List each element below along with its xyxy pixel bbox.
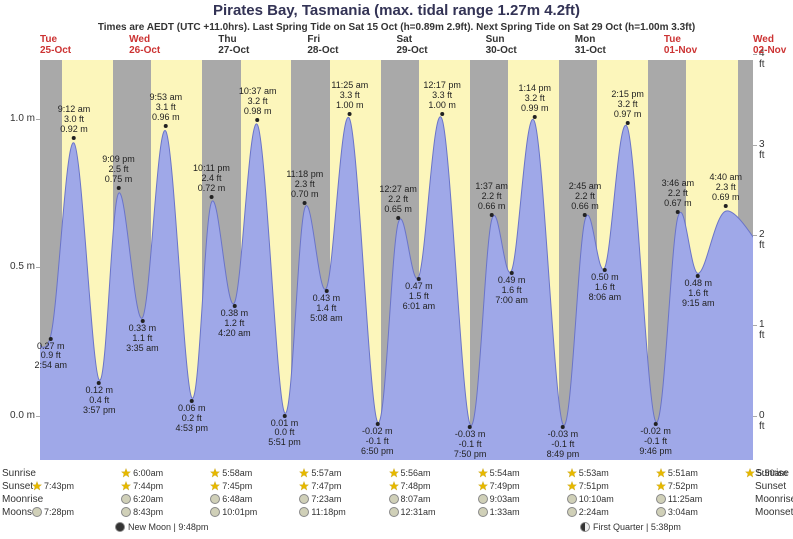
moonset-cell: 11:18pm bbox=[299, 507, 345, 517]
tide-annotation: 0.38 m1.2 ft4:20 am bbox=[218, 303, 251, 339]
y-left-label: 0.5 m bbox=[0, 261, 35, 272]
sunrise-cell: 5:58am bbox=[210, 468, 252, 478]
chart-subtitle: Times are AEDT (UTC +11.0hrs). Last Spri… bbox=[0, 22, 793, 33]
sunrise-cell: 5:51am bbox=[656, 468, 698, 478]
tide-annotation: 10:11 pm2.4 ft0.72 m bbox=[193, 164, 230, 200]
tide-annotation: 11:25 am3.3 ft1.00 m bbox=[331, 81, 368, 117]
y-left-label: 0.0 m bbox=[0, 410, 35, 421]
tide-annotation: 12:17 pm3.3 ft1.00 m bbox=[423, 81, 461, 117]
moonrise-cell: 11:25am bbox=[656, 494, 702, 504]
sunset-cell: 7:48pm bbox=[389, 481, 431, 491]
tide-annotation: -0.03 m-0.1 ft7:50 pm bbox=[454, 424, 487, 460]
y-left-label: 1.0 m bbox=[0, 113, 35, 124]
tide-annotation: 0.01 m0.0 ft5:51 pm bbox=[268, 413, 301, 449]
tide-annotation: 3:46 am2.2 ft0.67 m bbox=[662, 179, 695, 215]
y-right-label: 1 ft bbox=[759, 319, 765, 341]
moonrise-row-label-right: Moonrise bbox=[755, 494, 793, 505]
tide-annotation: -0.02 m-0.1 ft6:50 pm bbox=[361, 421, 394, 457]
sunset-cell: 7:52pm bbox=[656, 481, 698, 491]
moonset-cell: 10:01pm bbox=[210, 507, 257, 517]
tide-annotation: 0.49 m1.6 ft7:00 am bbox=[495, 270, 528, 306]
moonset-cell: 3:04am bbox=[656, 507, 698, 517]
tide-curve bbox=[40, 60, 753, 460]
tide-annotation: 12:27 am2.2 ft0.65 m bbox=[379, 185, 417, 221]
tide-annotation: 0.12 m0.4 ft3:57 pm bbox=[83, 380, 116, 416]
moonset-cell: 8:43pm bbox=[121, 507, 163, 517]
moonset-cell: 2:24am bbox=[567, 507, 609, 517]
moonset-cell: 12:31am bbox=[389, 507, 436, 517]
tide-annotation: 0.33 m1.1 ft3:35 am bbox=[126, 318, 159, 354]
tide-annotation: 0.27 m0.9 ft2:54 am bbox=[35, 336, 68, 372]
tide-annotation: 2:45 am2.2 ft0.66 m bbox=[569, 182, 602, 218]
tide-annotation: 9:09 pm2.5 ft0.75 m bbox=[102, 155, 135, 191]
tide-annotation: 0.50 m1.6 ft8:06 am bbox=[589, 267, 622, 303]
moon-phase: New Moon | 9:48pm bbox=[115, 522, 208, 532]
tide-annotation: 0.06 m0.2 ft4:53 pm bbox=[176, 398, 209, 434]
moonrise-cell: 8:07am bbox=[389, 494, 431, 504]
moonset-cell: 1:33am bbox=[478, 507, 520, 517]
tide-annotation: 10:37 am3.2 ft0.98 m bbox=[239, 87, 277, 123]
tide-annotation: 2:15 pm3.2 ft0.97 m bbox=[611, 90, 644, 126]
tide-chart: Pirates Bay, Tasmania (max. tidal range … bbox=[0, 0, 793, 539]
moonrise-cell: 6:20am bbox=[121, 494, 163, 504]
moonrise-cell: 7:23am bbox=[299, 494, 341, 504]
sunset-row-label: Sunset bbox=[2, 481, 33, 492]
sunrise-cell: 6:00am bbox=[121, 468, 163, 478]
sunset-cell: 7:45pm bbox=[210, 481, 252, 491]
tide-annotation: 9:53 am3.1 ft0.96 m bbox=[150, 93, 183, 129]
moon-phase: First Quarter | 5:38pm bbox=[580, 522, 681, 532]
tide-annotation: -0.02 m-0.1 ft9:46 pm bbox=[639, 421, 672, 457]
sunrise-cell: 5:53am bbox=[567, 468, 609, 478]
sunset-cell: 7:44pm bbox=[121, 481, 163, 491]
tide-annotation: 1:14 pm3.2 ft0.99 m bbox=[518, 84, 551, 120]
tide-annotation: 0.48 m1.6 ft9:15 am bbox=[682, 273, 715, 309]
tide-annotation: 0.43 m1.4 ft5:08 am bbox=[310, 288, 343, 324]
moonrise-cell: 6:48am bbox=[210, 494, 252, 504]
moonrise-cell: 9:03am bbox=[478, 494, 520, 504]
y-right-label: 2 ft bbox=[759, 229, 765, 251]
sunset-cell: 7:47pm bbox=[299, 481, 341, 491]
tide-annotation: 11:18 pm2.3 ft0.70 m bbox=[286, 170, 323, 206]
y-right-label: 0 ft bbox=[759, 410, 765, 432]
moonrise-cell: 10:10am bbox=[567, 494, 614, 504]
tide-annotation: 1:37 am2.2 ft0.66 m bbox=[475, 182, 508, 218]
sunrise-row-label: Sunrise bbox=[2, 468, 36, 479]
moonset-row-label-right: Moonset bbox=[755, 507, 793, 518]
sunrise-cell: 5:57am bbox=[299, 468, 341, 478]
sunset-row-label-right: Sunset bbox=[755, 481, 786, 492]
tide-annotation: 0.47 m1.5 ft6:01 am bbox=[403, 276, 436, 312]
sunset-cell: 7:43pm bbox=[32, 481, 74, 491]
tide-annotation: -0.03 m-0.1 ft8:49 pm bbox=[547, 424, 580, 460]
sunrise-cell: 5:54am bbox=[478, 468, 520, 478]
sunset-cell: 7:49pm bbox=[478, 481, 520, 491]
tide-annotation: 4:40 am2.3 ft0.69 m bbox=[710, 173, 743, 209]
moonset-cell: 7:28pm bbox=[32, 507, 74, 517]
sunrise-cell: 5:50am bbox=[745, 468, 787, 478]
tide-annotation: 9:12 am3.0 ft0.92 m bbox=[58, 105, 91, 141]
moonrise-row-label: Moonrise bbox=[2, 494, 43, 505]
y-right-label: 3 ft bbox=[759, 139, 765, 161]
sunset-cell: 7:51pm bbox=[567, 481, 609, 491]
chart-title: Pirates Bay, Tasmania (max. tidal range … bbox=[0, 2, 793, 19]
plot-area: 0.0 m0.5 m1.0 m0 ft1 ft2 ft3 ft4 ft 0.27… bbox=[40, 60, 753, 460]
sunrise-cell: 5:56am bbox=[389, 468, 431, 478]
